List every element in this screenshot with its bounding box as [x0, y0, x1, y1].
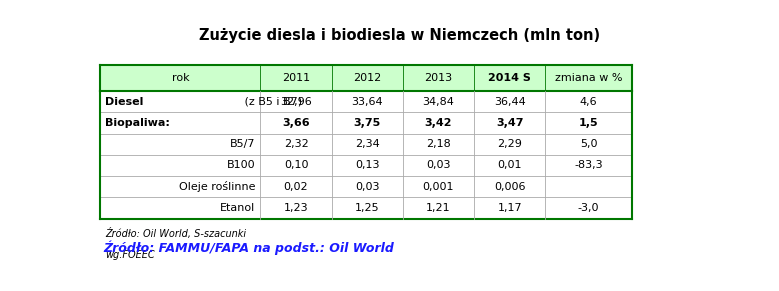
Text: 0,13: 0,13	[355, 160, 379, 171]
Text: 4,6: 4,6	[580, 97, 597, 107]
Text: Diesel: Diesel	[105, 97, 143, 107]
Text: 2,18: 2,18	[426, 139, 451, 149]
Text: -83,3: -83,3	[574, 160, 603, 171]
Text: 0,02: 0,02	[284, 182, 308, 192]
Text: Źródło: Oil World, S-szacunki: Źródło: Oil World, S-szacunki	[105, 228, 246, 239]
Text: 3,66: 3,66	[282, 118, 310, 128]
Text: Zużycie diesla i biodiesla w Niemczech (mln ton): Zużycie diesla i biodiesla w Niemczech (…	[199, 28, 600, 43]
Text: Biopaliwa:: Biopaliwa:	[105, 118, 170, 128]
Text: 0,03: 0,03	[355, 182, 379, 192]
Text: 0,01: 0,01	[498, 160, 522, 171]
Text: 33,64: 33,64	[351, 97, 383, 107]
Text: 1,23: 1,23	[284, 203, 308, 213]
Text: 1,5: 1,5	[579, 118, 598, 128]
Text: 36,44: 36,44	[494, 97, 526, 107]
Text: Źródło: FAMMU/FAPA na podst.: Oil World: Źródło: FAMMU/FAPA na podst.: Oil World	[104, 240, 394, 255]
Text: 2,34: 2,34	[355, 139, 379, 149]
Text: 0,006: 0,006	[494, 182, 526, 192]
Text: B5/7: B5/7	[230, 139, 256, 149]
Text: zmiana w %: zmiana w %	[555, 73, 622, 83]
Text: 1,17: 1,17	[498, 203, 522, 213]
Text: Oleje roślinne: Oleje roślinne	[179, 181, 256, 192]
Text: 2012: 2012	[353, 73, 382, 83]
Text: 2014 S: 2014 S	[488, 73, 531, 83]
Text: 3,75: 3,75	[354, 118, 381, 128]
Text: 0,03: 0,03	[426, 160, 451, 171]
Text: rok: rok	[171, 73, 189, 83]
Text: 34,84: 34,84	[422, 97, 454, 107]
Text: (z B5 i B7): (z B5 i B7)	[241, 97, 302, 107]
Text: 32,96: 32,96	[280, 97, 312, 107]
Text: 3,47: 3,47	[496, 118, 523, 128]
Text: Etanol: Etanol	[220, 203, 256, 213]
Text: 0,10: 0,10	[284, 160, 308, 171]
Text: 0,001: 0,001	[423, 182, 454, 192]
Text: -3,0: -3,0	[578, 203, 599, 213]
Text: 2,32: 2,32	[284, 139, 308, 149]
Text: 1,21: 1,21	[426, 203, 451, 213]
Text: 5,0: 5,0	[580, 139, 597, 149]
Bar	[100, 65, 632, 91]
Text: 2013: 2013	[425, 73, 453, 83]
Text: 2,29: 2,29	[497, 139, 522, 149]
Text: B100: B100	[227, 160, 256, 171]
Text: 3,42: 3,42	[425, 118, 453, 128]
Text: 1,25: 1,25	[355, 203, 379, 213]
Text: 2011: 2011	[282, 73, 310, 83]
Text: wg.FOEEC: wg.FOEEC	[105, 250, 155, 260]
